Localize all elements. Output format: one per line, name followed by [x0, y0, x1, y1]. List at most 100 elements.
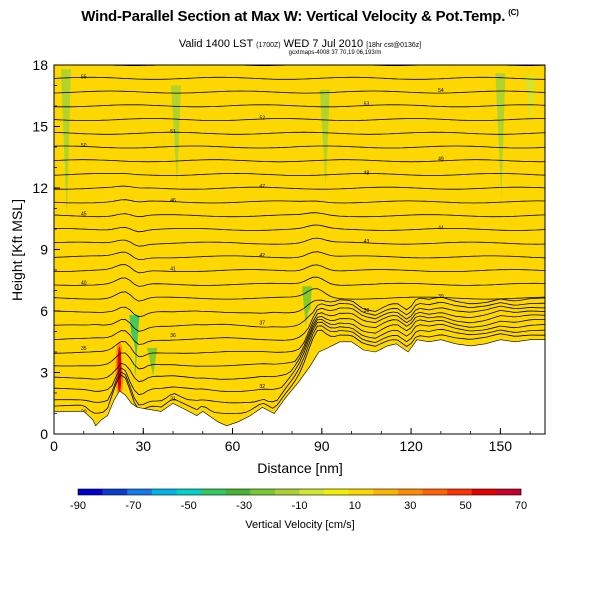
contour-label: 44: [438, 225, 444, 231]
colorbar-segment: [201, 489, 226, 495]
x-axis-label: Distance [nm]: [257, 460, 343, 476]
colorbar-segment: [397, 489, 423, 495]
downdraft-cell: [319, 89, 330, 188]
colorbar-segment: [250, 489, 276, 495]
updraft-cell: [398, 321, 413, 334]
field-band: [542, 65, 545, 434]
field-band: [417, 65, 424, 434]
theta-contour: [54, 301, 545, 332]
x-tick-label: 120: [399, 438, 423, 454]
field-band: [131, 65, 138, 434]
colorbar-tick-label: -30: [236, 500, 252, 512]
field-band: [381, 65, 388, 434]
colorbar-segment: [324, 489, 350, 495]
colorbar-segment: [225, 489, 251, 495]
contour-label: 45: [81, 212, 87, 218]
field-band: [327, 65, 335, 434]
y-tick-label: 3: [40, 365, 48, 381]
colorbar-frame: [77, 488, 522, 496]
theta-contour: [54, 172, 545, 176]
field-band: [506, 65, 513, 434]
copyright-mark: (C): [508, 8, 519, 17]
contour-label: 55: [81, 74, 87, 80]
colorbar-segment: [471, 489, 497, 495]
y-tick-label: 15: [32, 119, 48, 135]
colorbar-segment: [274, 489, 300, 495]
theta-contour: [54, 131, 545, 135]
theta-contour: [54, 288, 545, 302]
field-band: [220, 65, 228, 434]
x-tick-label: 0: [50, 438, 58, 454]
contour-label: 38: [364, 308, 370, 314]
field-band: [292, 65, 299, 434]
contour-label: 47: [260, 184, 266, 190]
colorbar-segment: [373, 489, 399, 495]
theta-contour: [54, 251, 545, 261]
field-band: [95, 65, 103, 434]
field-band: [59, 65, 67, 434]
valid-time: Valid 1400 LST (1700Z) WED 7 Jul 2010 [1…: [178, 38, 422, 50]
field-band: [363, 65, 371, 434]
contour-label: 54: [438, 88, 444, 94]
contour-label: 40: [81, 280, 87, 286]
theta-contour: [54, 318, 545, 383]
theta-contour: [54, 264, 545, 274]
contour-label: 35: [81, 346, 87, 352]
contour-label: 56: [170, 61, 176, 67]
updraft-cell: [121, 331, 136, 385]
terrain-surface: [54, 339, 545, 434]
theta-contour: [54, 104, 545, 108]
field-band: [238, 65, 246, 434]
updraft-core: [117, 346, 122, 393]
colorbar-tick-label: 30: [404, 500, 416, 512]
contour-label: 50: [81, 143, 87, 149]
x-tick-label: 150: [489, 438, 513, 454]
theta-contour: [54, 314, 545, 370]
field-band: [202, 65, 210, 434]
x-tick-label: 60: [225, 438, 241, 454]
field-band: [113, 65, 121, 434]
theta-contour: [54, 36, 545, 38]
y-tick-label: 18: [32, 57, 48, 73]
colorbar: -90 -70 -50 -30 -10 10 30 50 70: [70, 488, 527, 512]
y-tick-label: 6: [40, 303, 48, 319]
contour-label: 58: [364, 33, 370, 39]
theta-contour: [54, 90, 545, 94]
x-tick-label: 30: [135, 438, 151, 454]
x-tick-label: 90: [314, 438, 330, 454]
theta-contour: [54, 309, 545, 358]
y-tick-label: 9: [40, 242, 48, 258]
field-band: [434, 65, 442, 434]
theta-contour: [54, 212, 545, 218]
theta-contour: [54, 321, 545, 396]
y-axis-label: Height [Kft MSL]: [9, 199, 25, 301]
colorbar-tick-label: 10: [349, 500, 361, 512]
y-tick-label: 12: [32, 180, 48, 196]
downdraft-cell: [525, 75, 536, 127]
contour-label: 49: [438, 157, 444, 163]
colorbar-segment: [78, 489, 103, 495]
theta-contour: [54, 145, 545, 149]
colorbar-label: Vertical Velocity [cm/s]: [245, 519, 354, 531]
terrain: [54, 339, 545, 434]
contour-label: 52: [260, 115, 266, 121]
field-band: [524, 65, 531, 434]
contour-label: 42: [260, 253, 266, 259]
theta-contour: [54, 296, 545, 318]
contour-label: 36: [170, 333, 176, 339]
field-band: [345, 65, 353, 434]
contour-label: 51: [170, 129, 176, 135]
field-band: [149, 65, 156, 434]
colorbar-segment: [496, 489, 522, 495]
field-band: [256, 65, 263, 434]
theta-contour: [54, 199, 545, 204]
theta-contour: [54, 237, 545, 247]
colorbar-segment: [127, 489, 153, 495]
theta-contour: [54, 159, 545, 163]
location-info: gcxtmaps-4008 37 70,19 06,193/m: [288, 50, 382, 56]
colorbar-tick-label: -50: [181, 500, 197, 512]
y-tick-label: 0: [40, 426, 48, 442]
chart-title: Wind-Parallel Section at Max W: Vertical…: [81, 8, 519, 25]
field-band: [399, 65, 406, 434]
